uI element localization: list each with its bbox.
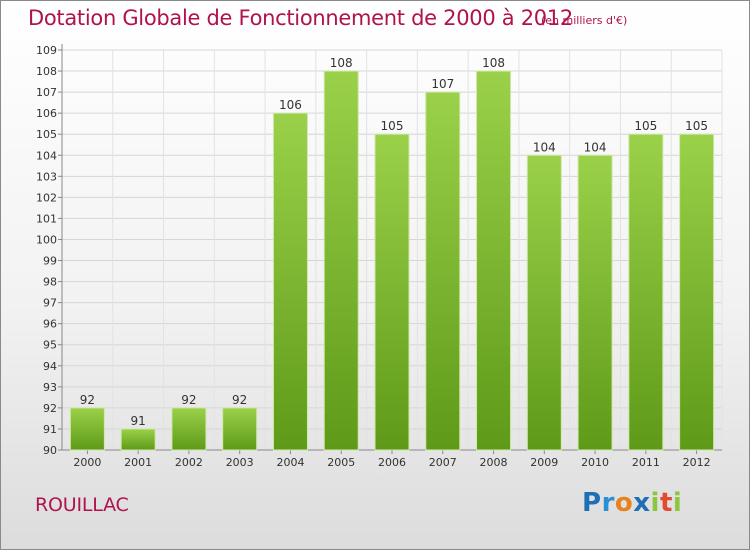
y-tick-label: 98 — [43, 276, 57, 289]
bar-value-label: 108 — [482, 56, 505, 70]
bar — [679, 133, 715, 451]
x-tick-label: 2004 — [276, 456, 304, 469]
bar — [425, 91, 461, 451]
x-tick-label: 2003 — [226, 456, 254, 469]
bar-value-label: 92 — [181, 393, 196, 407]
bar — [69, 407, 105, 451]
x-tick-label: 2005 — [327, 456, 355, 469]
y-tick-label: 90 — [43, 444, 57, 457]
bar — [628, 133, 664, 451]
bar — [222, 407, 258, 451]
bar — [476, 70, 512, 451]
x-tick-label: 2009 — [530, 456, 558, 469]
bar — [120, 428, 156, 451]
x-tick-label: 2002 — [175, 456, 203, 469]
x-tick-label: 2006 — [378, 456, 406, 469]
bar — [272, 112, 308, 451]
bar — [171, 407, 207, 451]
y-tick-label: 102 — [36, 191, 57, 204]
x-tick-label: 2012 — [683, 456, 711, 469]
bar-value-label: 92 — [80, 393, 95, 407]
bar-layer — [69, 70, 715, 451]
bar-value-label: 104 — [533, 140, 556, 154]
commune-name: ROUILLAC — [35, 494, 129, 516]
x-tick-label: 2011 — [632, 456, 660, 469]
bar-value-label: 106 — [279, 98, 302, 112]
label-layer: 92 91 92 92 106 108 105 107 108 104 104 105 105 — [80, 56, 708, 428]
bar — [577, 154, 613, 451]
y-tick-label: 105 — [36, 128, 57, 141]
bar-value-label: 91 — [131, 414, 146, 428]
y-tick-label: 95 — [43, 339, 57, 352]
bar-value-label: 104 — [584, 140, 607, 154]
x-tick-label: 2008 — [480, 456, 508, 469]
y-tick-label: 96 — [43, 318, 57, 331]
y-tick-label: 100 — [36, 233, 57, 246]
x-tick-label: 2007 — [429, 456, 457, 469]
bar-value-label: 105 — [685, 119, 708, 133]
y-tick-label: 93 — [43, 381, 57, 394]
bar — [526, 154, 562, 451]
bar — [323, 70, 359, 451]
y-tick-label: 104 — [36, 149, 57, 162]
bar-value-label: 105 — [381, 119, 404, 133]
y-tick-label: 91 — [43, 423, 57, 436]
y-tick-label: 106 — [36, 107, 57, 120]
y-tick-label: 103 — [36, 170, 57, 183]
x-tick-label: 2000 — [73, 456, 101, 469]
y-tick-label: 101 — [36, 212, 57, 225]
x-tick-label: 2001 — [124, 456, 152, 469]
x-tick-label: 2010 — [581, 456, 609, 469]
axis-layer: 90 91 92 93 94 95 96 97 98 99 100 101 102 103 104 105 10… — [36, 44, 722, 469]
bar-value-label: 107 — [431, 77, 454, 91]
y-tick-label: 94 — [43, 360, 57, 373]
chart-subtitle: (en milliers d'€) — [541, 14, 628, 27]
bar — [374, 133, 410, 451]
y-tick-label: 97 — [43, 297, 57, 310]
bar-value-label: 105 — [634, 119, 657, 133]
y-tick-label: 109 — [36, 44, 57, 57]
proxiti-logo: Proxiti — [582, 488, 683, 518]
chart-title: Dotation Globale de Fonctionnement de 20… — [28, 6, 573, 30]
y-tick-label: 108 — [36, 65, 57, 78]
bar-value-label: 108 — [330, 56, 353, 70]
bar-value-label: 92 — [232, 393, 247, 407]
y-tick-label: 107 — [36, 86, 57, 99]
y-tick-label: 92 — [43, 402, 57, 415]
y-tick-label: 99 — [43, 255, 57, 268]
